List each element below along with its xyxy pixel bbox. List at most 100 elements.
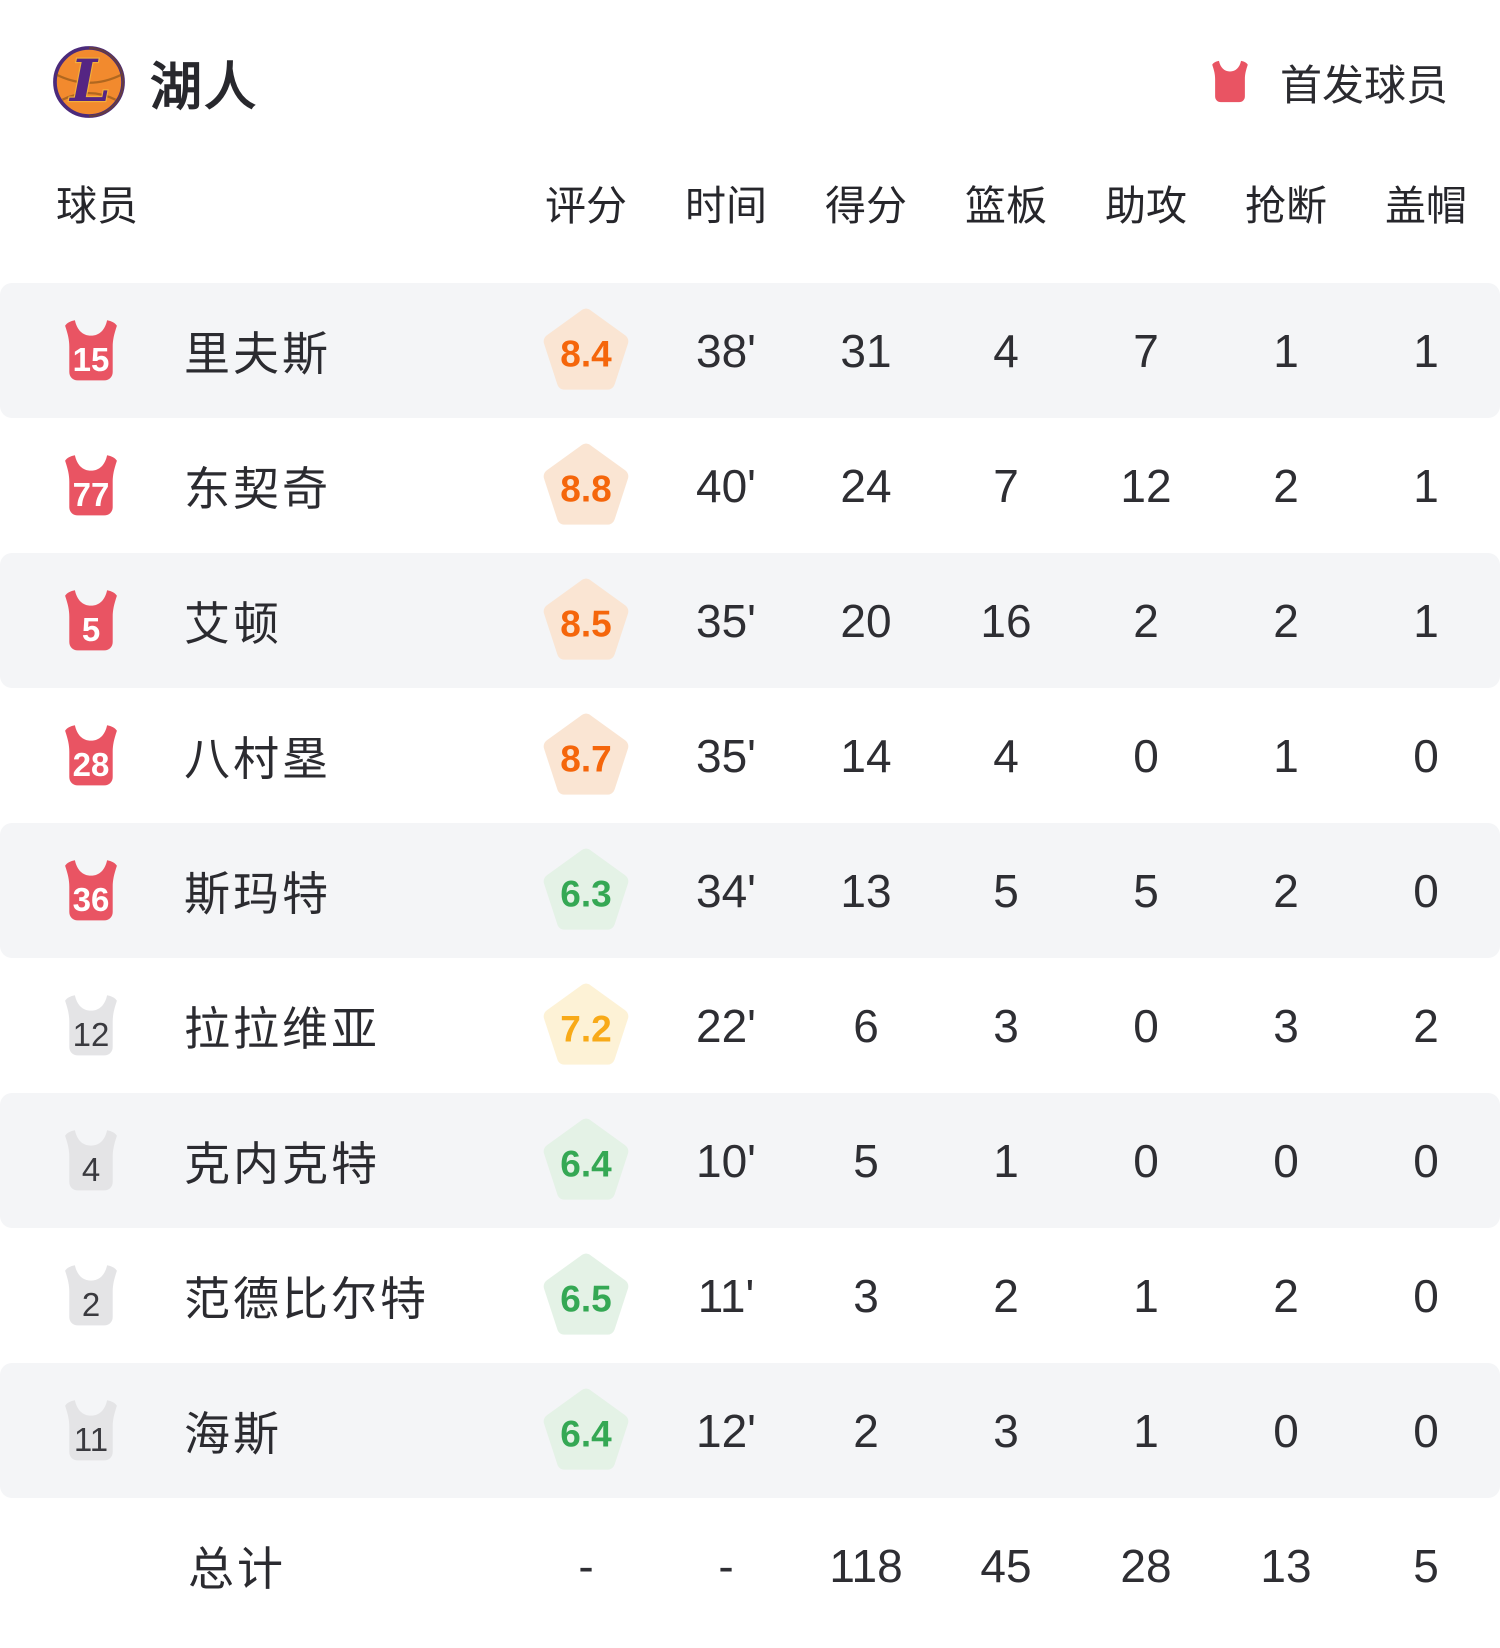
col-header-rebounds: 篮板	[965, 182, 1047, 229]
minutes-value: 35'	[696, 594, 756, 647]
steals-value: 1	[1273, 324, 1299, 377]
total-points: 118	[829, 1539, 903, 1592]
player-row[interactable]: 28 八村塁 8.7 35' 14 4 0 1 0	[0, 688, 1500, 823]
assists-value: 1	[1133, 1269, 1159, 1322]
player-row[interactable]: 77 东契奇 8.8 40' 24 7 12 2 1	[0, 418, 1500, 553]
rating-cell: 6.5	[516, 1249, 656, 1343]
rating-badge: 6.4	[540, 1384, 632, 1478]
rating-badge: 8.4	[540, 304, 632, 398]
jersey-number: 77	[72, 475, 110, 513]
rating-value: 6.5	[560, 1277, 612, 1319]
assists-value: 0	[1133, 1134, 1159, 1187]
starter-jersey-icon	[1206, 58, 1254, 106]
steals-value: 3	[1273, 999, 1299, 1052]
jersey-number: 5	[81, 610, 101, 648]
col-header-steals: 抢断	[1245, 182, 1327, 229]
points-value: 31	[840, 324, 892, 377]
rating-value: 8.7	[560, 737, 612, 779]
player-row[interactable]: 2 范德比尔特 6.5 11' 3 2 1 2 0	[0, 1228, 1500, 1363]
rebounds-value: 5	[993, 864, 1019, 917]
player-cell: 2 范德比尔特	[0, 1259, 516, 1333]
jersey-icon: 4	[56, 1124, 126, 1198]
minutes-value: 38'	[696, 324, 756, 377]
player-row[interactable]: 4 克内克特 6.4 10' 5 1 0 0 0	[0, 1093, 1500, 1228]
points-value: 24	[840, 459, 892, 512]
svg-text:L: L	[68, 47, 111, 115]
player-cell: 12 拉拉维亚	[0, 989, 516, 1063]
points-value: 5	[853, 1134, 879, 1187]
jersey-icon: 2	[56, 1259, 126, 1333]
points-value: 2	[853, 1404, 879, 1457]
jersey-number: 12	[72, 1015, 110, 1053]
rebounds-value: 3	[993, 999, 1019, 1052]
starter-legend-label: 首发球员	[1279, 61, 1448, 109]
rating-value: 8.5	[560, 602, 612, 644]
steals-value: 2	[1273, 459, 1299, 512]
blocks-value: 0	[1413, 1404, 1439, 1457]
player-row[interactable]: 15 里夫斯 8.4 38' 31 4 7 1 1	[0, 283, 1500, 418]
player-name: 海斯	[184, 1407, 282, 1460]
player-name: 东契奇	[184, 462, 331, 515]
rebounds-value: 4	[993, 729, 1019, 782]
col-header-assists: 助攻	[1105, 182, 1187, 229]
blocks-value: 0	[1413, 729, 1439, 782]
points-value: 6	[853, 999, 879, 1052]
blocks-value: 0	[1413, 1269, 1439, 1322]
jersey-number: 2	[81, 1285, 101, 1323]
rating-cell: 8.5	[516, 574, 656, 668]
player-cell: 28 八村塁	[0, 719, 516, 793]
assists-value: 5	[1133, 864, 1159, 917]
steals-value: 1	[1273, 729, 1299, 782]
total-steals: 13	[1260, 1539, 1312, 1592]
blocks-value: 1	[1413, 594, 1439, 647]
player-row[interactable]: 5 艾顿 8.5 35' 20 16 2 2 1	[0, 553, 1500, 688]
assists-value: 0	[1133, 729, 1159, 782]
blocks-value: 0	[1413, 864, 1439, 917]
minutes-value: 40'	[696, 459, 756, 512]
assists-value: 12	[1120, 459, 1172, 512]
minutes-value: 12'	[696, 1404, 756, 1457]
player-cell: 36 斯玛特	[0, 854, 516, 928]
total-assists: 28	[1120, 1539, 1172, 1592]
rating-cell: 6.3	[516, 844, 656, 938]
minutes-value: 10'	[696, 1134, 756, 1187]
rating-badge: 7.2	[540, 979, 632, 1073]
col-header-blocks: 盖帽	[1385, 182, 1467, 229]
player-cell: 15 里夫斯	[0, 314, 516, 388]
steals-value: 2	[1273, 864, 1299, 917]
assists-value: 0	[1133, 999, 1159, 1052]
minutes-value: 35'	[696, 729, 756, 782]
player-row[interactable]: 11 海斯 6.4 12' 2 3 1 0 0	[0, 1363, 1500, 1498]
player-rows: 15 里夫斯 8.4 38' 31 4 7 1 1 77	[0, 283, 1500, 1498]
rating-cell: 7.2	[516, 979, 656, 1073]
steals-value: 2	[1273, 594, 1299, 647]
player-cell: 4 克内克特	[0, 1124, 516, 1198]
total-row: 总计 - - 118 45 28 13 5	[0, 1498, 1500, 1633]
player-row[interactable]: 36 斯玛特 6.3 34' 13 5 5 2 0	[0, 823, 1500, 958]
rating-value: 8.8	[560, 467, 612, 509]
rating-cell: 6.4	[516, 1384, 656, 1478]
rating-badge: 8.5	[540, 574, 632, 668]
col-header-points: 得分	[825, 182, 907, 229]
jersey-icon: 15	[56, 314, 126, 388]
jersey-number: 4	[81, 1150, 101, 1188]
rating-badge: 6.4	[540, 1114, 632, 1208]
blocks-value: 2	[1413, 999, 1439, 1052]
player-row[interactable]: 12 拉拉维亚 7.2 22' 6 3 0 3 2	[0, 958, 1500, 1093]
rating-cell: 8.7	[516, 709, 656, 803]
points-value: 14	[840, 729, 892, 782]
rebounds-value: 4	[993, 324, 1019, 377]
minutes-value: 34'	[696, 864, 756, 917]
steals-value: 0	[1273, 1134, 1299, 1187]
points-value: 20	[840, 594, 892, 647]
jersey-number: 15	[72, 340, 110, 378]
rating-badge: 8.8	[540, 439, 632, 533]
rebounds-value: 7	[993, 459, 1019, 512]
player-name: 拉拉维亚	[184, 1002, 380, 1055]
jersey-icon: 5	[56, 584, 126, 658]
player-name: 斯玛特	[184, 867, 331, 920]
blocks-value: 1	[1413, 324, 1439, 377]
jersey-icon: 77	[56, 449, 126, 523]
total-blocks: 5	[1413, 1539, 1439, 1592]
